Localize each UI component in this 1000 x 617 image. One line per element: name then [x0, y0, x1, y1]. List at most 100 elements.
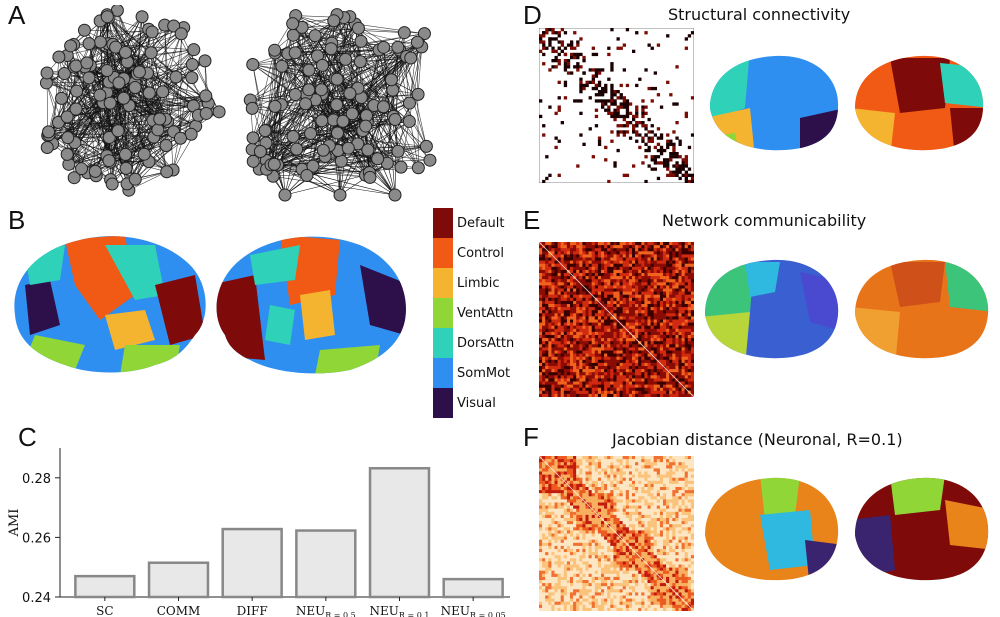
panel-f-letter: F	[523, 422, 539, 452]
brain-surface-e-right	[855, 259, 989, 359]
network-node	[302, 83, 316, 97]
network-node	[118, 45, 132, 59]
brain-surface-e-left	[705, 259, 839, 359]
x-tick-label: NEUR = 0.1	[370, 604, 430, 617]
legend-label: Limbic	[457, 275, 500, 291]
network-node	[384, 73, 398, 87]
network-node	[359, 119, 373, 133]
network-node	[286, 129, 300, 143]
legend-label: Default	[457, 215, 505, 231]
y-tick-label: 0.26	[22, 531, 51, 546]
y-axis-label: AMI	[7, 509, 22, 538]
network-graph-right	[243, 8, 437, 202]
network-node	[268, 43, 282, 57]
network-node	[361, 143, 375, 157]
panel-d-letter: D	[523, 0, 542, 30]
network-node	[199, 106, 213, 120]
network-node	[93, 35, 107, 49]
network-node	[402, 96, 416, 110]
network-node	[117, 91, 131, 105]
network-node	[128, 172, 142, 186]
network-node	[100, 64, 114, 78]
network-node	[60, 147, 74, 161]
brain-surface-f-left	[705, 477, 839, 581]
network-node	[410, 35, 424, 49]
network-node	[404, 51, 418, 65]
network-node	[93, 88, 107, 102]
jacobian-distance-matrix	[539, 456, 694, 611]
network-node	[119, 161, 133, 175]
network-node	[327, 14, 341, 28]
network-node	[388, 113, 402, 127]
network-node	[308, 29, 322, 43]
legend-label: SomMot	[457, 365, 511, 381]
network-node	[105, 177, 119, 191]
network-node	[330, 98, 344, 112]
network-node	[111, 124, 125, 138]
bar	[147, 561, 210, 599]
network-node	[142, 86, 156, 100]
network-node	[167, 19, 181, 33]
network-node	[339, 52, 353, 66]
network-node	[184, 127, 198, 141]
network-node	[160, 165, 174, 179]
network-node	[156, 85, 170, 99]
network-node	[102, 154, 116, 168]
panel-f-title: Jacobian distance (Neuronal, R=0.1)	[612, 430, 903, 449]
network-node	[185, 71, 199, 85]
network-node	[397, 26, 411, 40]
network-node	[253, 145, 267, 159]
network-node	[324, 42, 338, 56]
network-node	[82, 37, 96, 51]
bar	[221, 527, 283, 599]
legend-swatch	[433, 238, 453, 268]
legend-label: VentAttn	[457, 305, 514, 321]
x-tick-label: NEUR = 0.05	[441, 604, 506, 617]
network-node	[42, 125, 56, 139]
legend-label: DorsAttn	[457, 335, 515, 351]
brain-surface-right-hemisphere	[216, 236, 406, 374]
network-node	[199, 89, 213, 103]
network-node	[290, 142, 304, 156]
network-node	[159, 138, 173, 152]
network-node	[109, 40, 123, 54]
legend-item: SomMot	[433, 358, 514, 388]
network-node	[411, 161, 425, 175]
legend-item: Limbic	[433, 268, 514, 298]
network-node	[174, 27, 188, 41]
network-node	[333, 188, 347, 202]
brain-surface-d-left	[710, 55, 839, 151]
panel-a-letter: A	[8, 0, 26, 30]
network-node	[363, 170, 377, 184]
legend-swatch	[433, 268, 453, 298]
legend-item: Visual	[433, 388, 514, 418]
network-node	[391, 144, 405, 158]
network-graph-left	[39, 5, 226, 197]
network-node	[112, 76, 126, 90]
y-tick-label: 0.24	[22, 591, 51, 606]
legend-item: VentAttn	[433, 298, 514, 328]
brain-surface-left-hemisphere	[14, 236, 206, 373]
network-node	[100, 10, 114, 24]
x-tick-label: COMM	[157, 604, 201, 617]
network-node	[417, 27, 431, 41]
network-node	[336, 114, 350, 128]
network-node	[419, 139, 433, 153]
network-node	[288, 46, 302, 60]
network-node	[371, 152, 385, 166]
panel-b-letter: B	[8, 205, 26, 235]
bar	[74, 574, 136, 599]
network-node	[77, 23, 91, 37]
legend-label: Visual	[457, 395, 496, 411]
network-node	[144, 46, 158, 60]
panel-c-letter: C	[18, 422, 37, 452]
network-node	[246, 131, 260, 145]
network-node	[351, 21, 365, 35]
network-node	[275, 59, 289, 73]
structural-connectivity-matrix	[539, 28, 694, 183]
panel-d-title: Structural connectivity	[668, 5, 851, 24]
network-node	[302, 63, 316, 77]
x-tick-label: DIFF	[237, 604, 268, 617]
network-node	[132, 65, 146, 79]
network-node	[40, 66, 54, 80]
